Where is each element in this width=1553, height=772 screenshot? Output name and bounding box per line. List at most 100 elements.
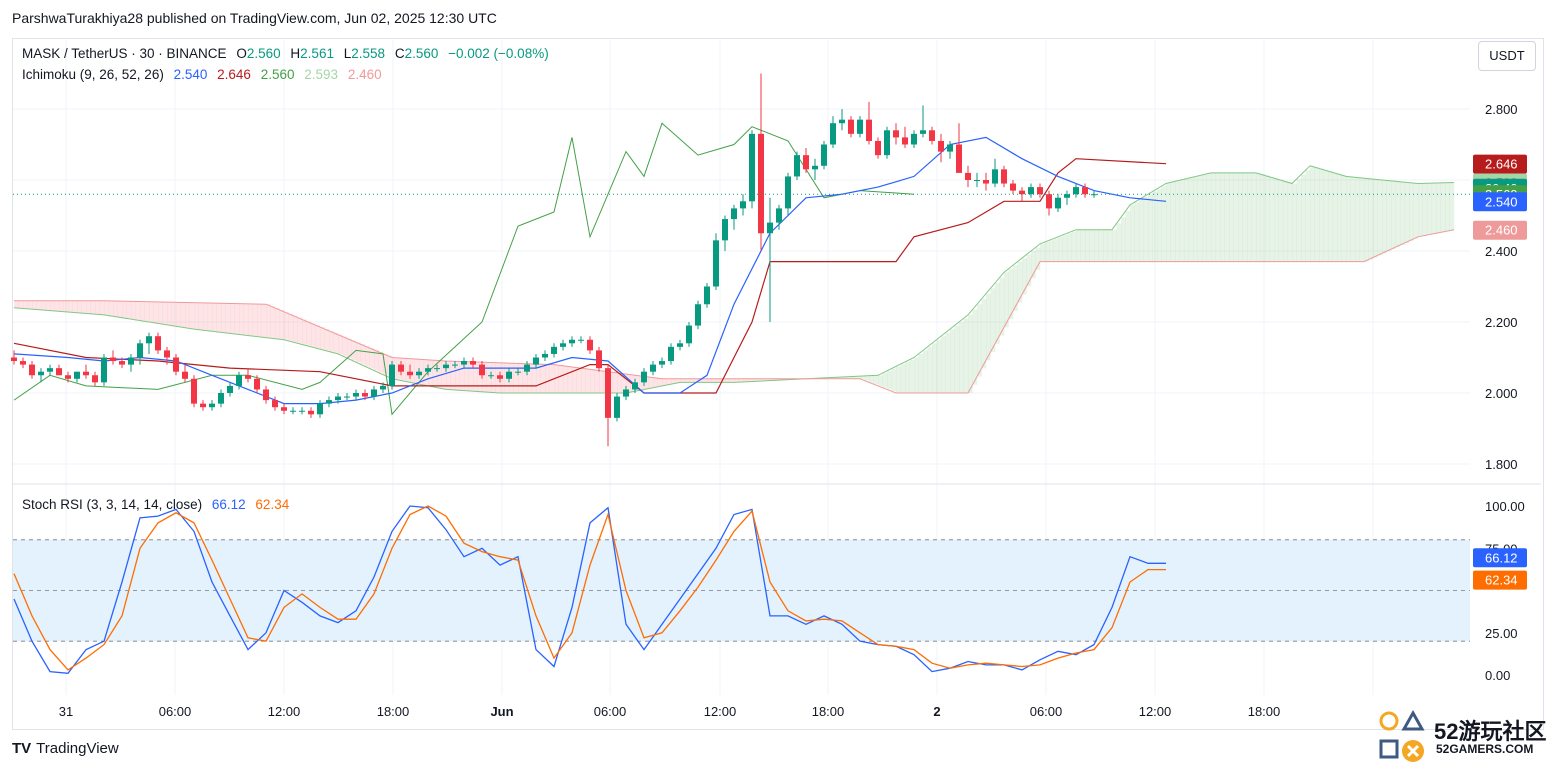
cloud-segment [918, 353, 924, 393]
cloud-segment [977, 304, 982, 377]
time-axis-label: 06:00 [1030, 704, 1063, 719]
cloud-segment [171, 302, 177, 326]
cloud-segment [986, 293, 991, 361]
stoch-value-tag-label: 66.12 [1485, 550, 1518, 565]
price-axis-label: 2.200 [1485, 315, 1518, 330]
cloud-segment [1035, 247, 1041, 270]
cloud-segment [338, 334, 343, 354]
cloud-segment [1089, 229, 1095, 262]
cloud-segment [648, 377, 654, 389]
time-axis-label: 18:00 [377, 704, 410, 719]
price-tag-label: 2.460 [1485, 223, 1518, 238]
candle-body [1064, 194, 1070, 198]
cloud-segment [1431, 183, 1437, 235]
cloud-segment [549, 364, 555, 393]
stoch-label[interactable]: Stoch RSI (3, 3, 14, 14, close) [22, 497, 203, 512]
stoch-legend[interactable]: Stoch RSI (3, 3, 14, 14, close) 66.12 62… [22, 497, 289, 512]
candle-body [974, 180, 980, 181]
candle-body [515, 371, 521, 373]
candle-body [245, 375, 251, 379]
cloud-segment [1310, 165, 1315, 262]
cloud-segment [963, 318, 969, 393]
candle-body [632, 382, 638, 390]
cloud-segment [315, 325, 321, 349]
candle-body [587, 339, 593, 351]
candle-body [659, 361, 665, 365]
cloud-segment [513, 363, 519, 393]
cloud-segment [1121, 217, 1126, 262]
cloud-segment [995, 282, 1000, 344]
candle-body [740, 201, 746, 209]
cloud-segment [482, 362, 487, 392]
cloud-segment [1238, 172, 1243, 262]
candle-body [911, 133, 917, 145]
cloud-segment [1112, 229, 1117, 262]
candle-body [371, 389, 377, 397]
cloud-segment [536, 364, 541, 393]
candle-body [542, 353, 548, 358]
open-label: O [236, 46, 247, 61]
candle-body [236, 375, 242, 386]
time-axis-label: 18:00 [1248, 704, 1281, 719]
price-tag [1473, 154, 1527, 174]
time-axis-label: Jun [490, 704, 513, 719]
cloud-segment [518, 363, 523, 393]
cloud-segment [1107, 229, 1113, 262]
cloud-segment [711, 378, 717, 383]
cloud-segment [1391, 180, 1396, 250]
cloud-segment [266, 304, 271, 338]
cloud-segment [122, 301, 127, 318]
ichimoku-label[interactable]: Ichimoku (9, 26, 52, 26) [22, 67, 164, 82]
open-value: 2.560 [246, 46, 281, 61]
cloud-segment [1062, 235, 1068, 262]
cloud-segment [617, 372, 622, 393]
candle-body [74, 371, 80, 379]
cloud-segment [14, 300, 19, 308]
cloud-segment [1337, 173, 1342, 262]
cloud-segment [1404, 182, 1410, 244]
ichimoku-legend[interactable]: Ichimoku (9, 26, 52, 26) 2.540 2.646 2.5… [22, 67, 382, 82]
candle-body [956, 144, 962, 173]
cloud-segment [135, 301, 141, 320]
cloud-segment [446, 361, 451, 390]
candle-body [785, 176, 791, 209]
tradingview-logo[interactable]: TV TradingView [12, 740, 119, 757]
cloud-segment [207, 302, 213, 331]
cloud-segment [1125, 211, 1131, 262]
candle-body [263, 389, 269, 401]
watermark-logo-icon [1379, 709, 1425, 762]
symbol-legend[interactable]: MASK / TetherUS · 30 · BINANCE O2.560 H2… [22, 46, 549, 61]
cloud-segment [1373, 179, 1378, 258]
candle-body [344, 396, 350, 398]
symbol-name[interactable]: MASK / TetherUS · 30 · BINANCE [22, 46, 227, 61]
currency-button[interactable]: USDT [1478, 41, 1536, 71]
cloud-segment [1251, 172, 1257, 262]
candle-body [398, 364, 404, 372]
time-axis-label: 18:00 [812, 704, 845, 719]
cloud-segment [1044, 242, 1050, 262]
cloud-segment [770, 378, 775, 381]
cloud-segment [1269, 176, 1275, 262]
cloud-segment [644, 376, 649, 390]
cloud-segment [464, 361, 469, 391]
cloud-segment [1436, 183, 1441, 234]
cloud-segment [1274, 178, 1279, 262]
cloud-segment [558, 365, 564, 393]
close-value: 2.560 [404, 46, 439, 61]
candle-body [1010, 183, 1016, 191]
cloud-segment [1445, 182, 1450, 232]
cloud-segment [869, 375, 874, 383]
candle-body [146, 336, 152, 344]
cloud-segment [1134, 202, 1140, 262]
cloud-segment [626, 374, 631, 393]
cloud-segment [279, 309, 285, 340]
cloud-segment [203, 302, 208, 331]
cloud-segment [1067, 233, 1072, 262]
cloud-segment [1166, 183, 1171, 262]
cloud-segment [1409, 182, 1414, 241]
cloud-segment [1319, 168, 1324, 262]
candle-body [1055, 197, 1061, 209]
candle-body [497, 375, 503, 379]
cloud-segment [347, 338, 352, 359]
